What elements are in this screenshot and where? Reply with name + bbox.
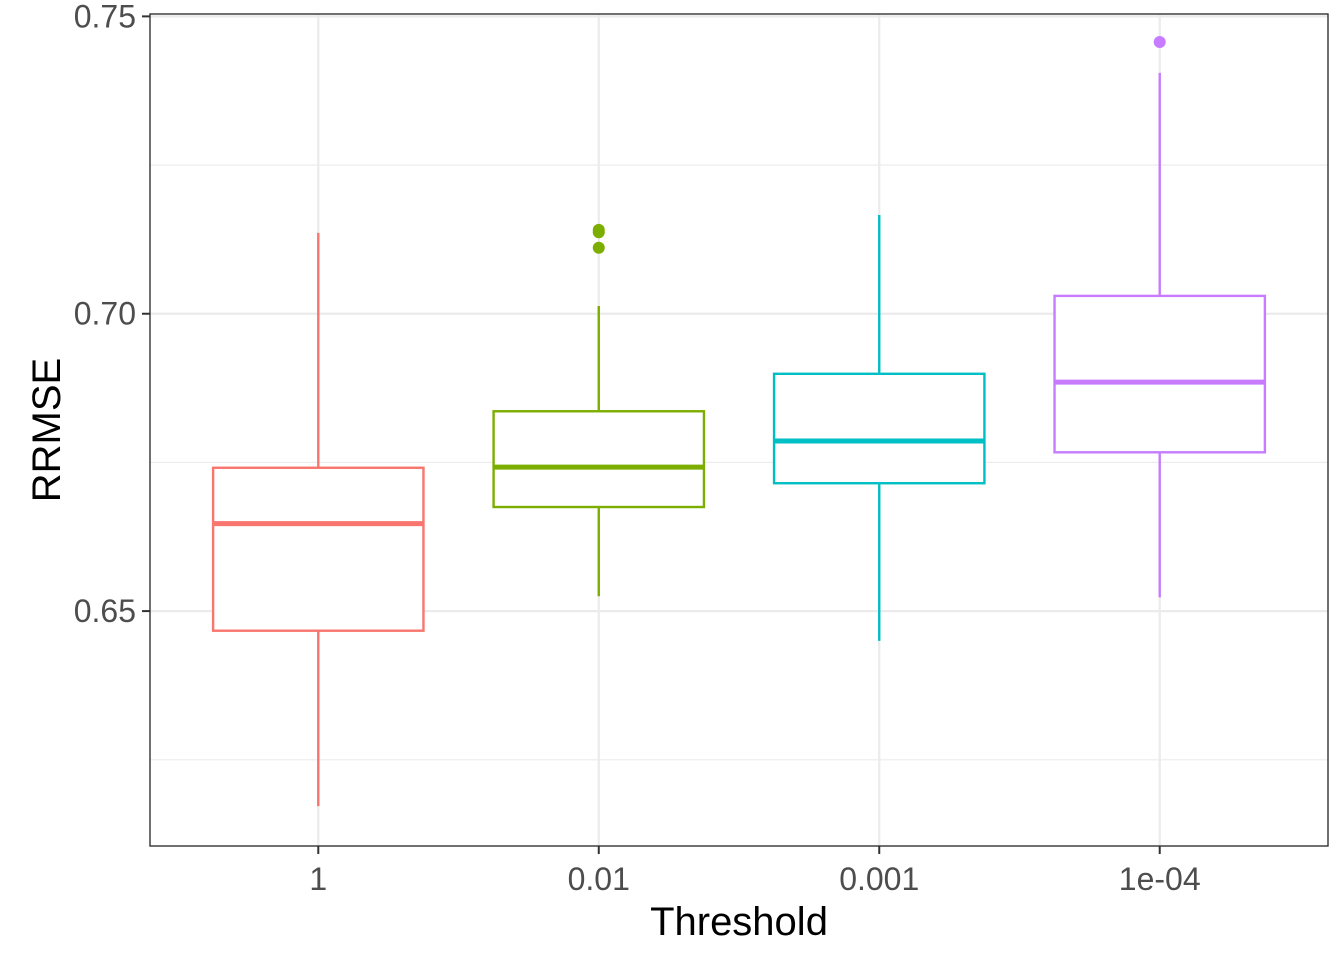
x-tick-label: 0.001 [839,861,919,897]
box-body [211,466,425,632]
box-body [772,372,986,485]
x-tick-label: 1 [309,861,327,897]
outlier-point [592,226,605,239]
y-tick-label: 0.70 [74,296,136,332]
y-tick-label: 0.75 [74,0,136,34]
box-series [211,35,1267,807]
plot-panel-border [149,13,1329,847]
outlier-point [592,241,605,254]
x-tick-label: 0.01 [568,861,630,897]
box-2 [492,223,706,597]
y-axis-title: RRMSE [25,358,69,502]
box-body [492,410,706,509]
axes: 0.65 0.70 0.75 1 0.01 0.001 1e-04 [74,0,1201,897]
x-axis-title: Threshold [650,900,828,944]
box-1 [211,232,425,807]
x-tick-label: 1e-04 [1119,861,1201,897]
box-3 [772,215,986,641]
box-4 [1053,35,1267,598]
y-tick-label: 0.65 [74,593,136,629]
outlier-point [1153,35,1166,48]
box-body [1053,294,1267,454]
